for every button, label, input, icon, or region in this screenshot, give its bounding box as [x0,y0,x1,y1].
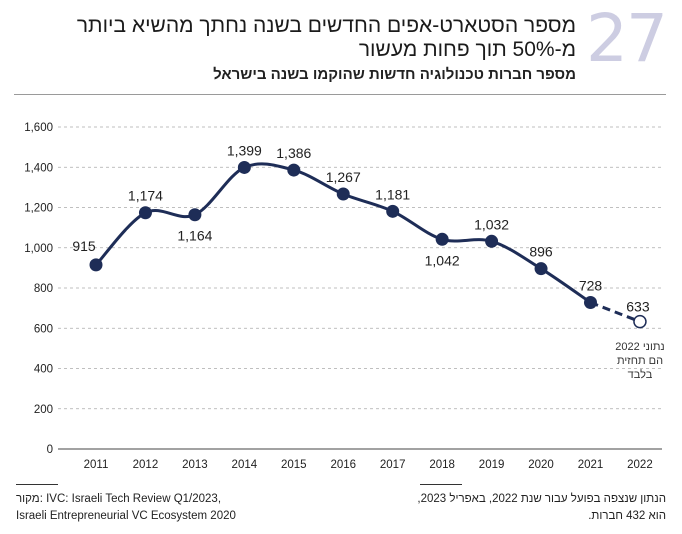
x-tick-label: 2012 [133,459,159,471]
note-line-2: הוא 432 חברות. [588,510,666,522]
y-tick-label: 1,200 [24,203,53,215]
x-tick-label: 2018 [429,459,455,471]
data-point [336,187,350,201]
data-point [89,258,103,272]
x-tick-label: 2011 [84,459,109,471]
x-tick-label: 2020 [528,459,554,471]
title-line-1: מספר הסטארט-אפים החדשים בשנה נחתך מהשיא … [76,14,576,37]
data-label: 1,399 [227,142,262,158]
data-label: 1,032 [474,216,509,232]
title-line-2: מ-50% תוך פחות מעשור [358,38,576,61]
footer-divider-right [420,484,462,485]
chart-title: מספר הסטארט-אפים החדשים בשנה נחתך מהשיא … [77,14,576,62]
forecast-annotation: נתוני 2022 [615,341,664,353]
data-note: הנתון שנצפה בפועל עבור שנת 2022, באפריל … [417,491,666,525]
footer-divider-left [16,484,58,485]
data-label: 1,386 [276,145,311,161]
note-line-1: הנתון שנצפה בפועל עבור שנת 2022, באפריל … [417,493,666,505]
y-tick-label: 1,400 [24,162,53,174]
data-label: 896 [529,244,553,260]
data-point [584,295,597,309]
data-label: 1,164 [177,228,212,244]
data-label: 1,181 [375,186,410,202]
data-point [534,262,548,276]
forecast-annotation: הם תחזית [617,355,663,367]
data-point [435,232,449,246]
source-note: מקור: IVC: Israeli Tech Review Q1/2023, I… [16,491,236,525]
forecast-line [589,301,641,324]
source-line-2: Israeli Entrepreneurial VC Ecosystem 202… [16,510,236,522]
y-tick-label: 1,000 [24,243,53,255]
x-tick-label: 2013 [182,459,208,471]
x-tick-label: 2015 [281,459,307,471]
data-point [188,208,202,222]
y-tick-label: 400 [34,364,53,376]
data-point [386,204,400,218]
y-tick-label: 200 [34,404,53,416]
data-point [287,163,301,177]
forecast-annotation: בלבד [628,368,653,381]
data-label: 915 [72,238,96,254]
y-tick-label: 1,600 [24,122,53,134]
data-label: 1,267 [326,169,361,185]
forecast-point [633,314,647,329]
source-line-1: מקור: IVC: Israeli Tech Review Q1/2023, [16,493,222,505]
x-tick-label: 2014 [232,459,258,471]
y-tick-label: 600 [34,323,53,335]
x-tick-label: 2019 [479,459,505,471]
data-point [485,234,499,248]
data-label: 1,042 [425,252,460,268]
x-tick-label: 2016 [330,459,356,471]
x-tick-label: 2022 [627,459,653,471]
header-divider [14,94,666,95]
data-label: 633 [626,299,650,315]
y-tick-label: 800 [34,283,53,295]
data-point [138,206,152,220]
x-tick-label: 2021 [578,459,604,471]
data-point [237,160,251,174]
chart-subtitle: מספר חברות טכנולוגיה חדשות שהוקמו בשנה ב… [213,66,576,83]
data-label: 728 [579,277,603,293]
y-tick-label: 0 [47,444,53,456]
chart-number: 27 [586,0,668,77]
data-label: 1,174 [128,188,163,204]
x-tick-label: 2017 [380,459,406,471]
